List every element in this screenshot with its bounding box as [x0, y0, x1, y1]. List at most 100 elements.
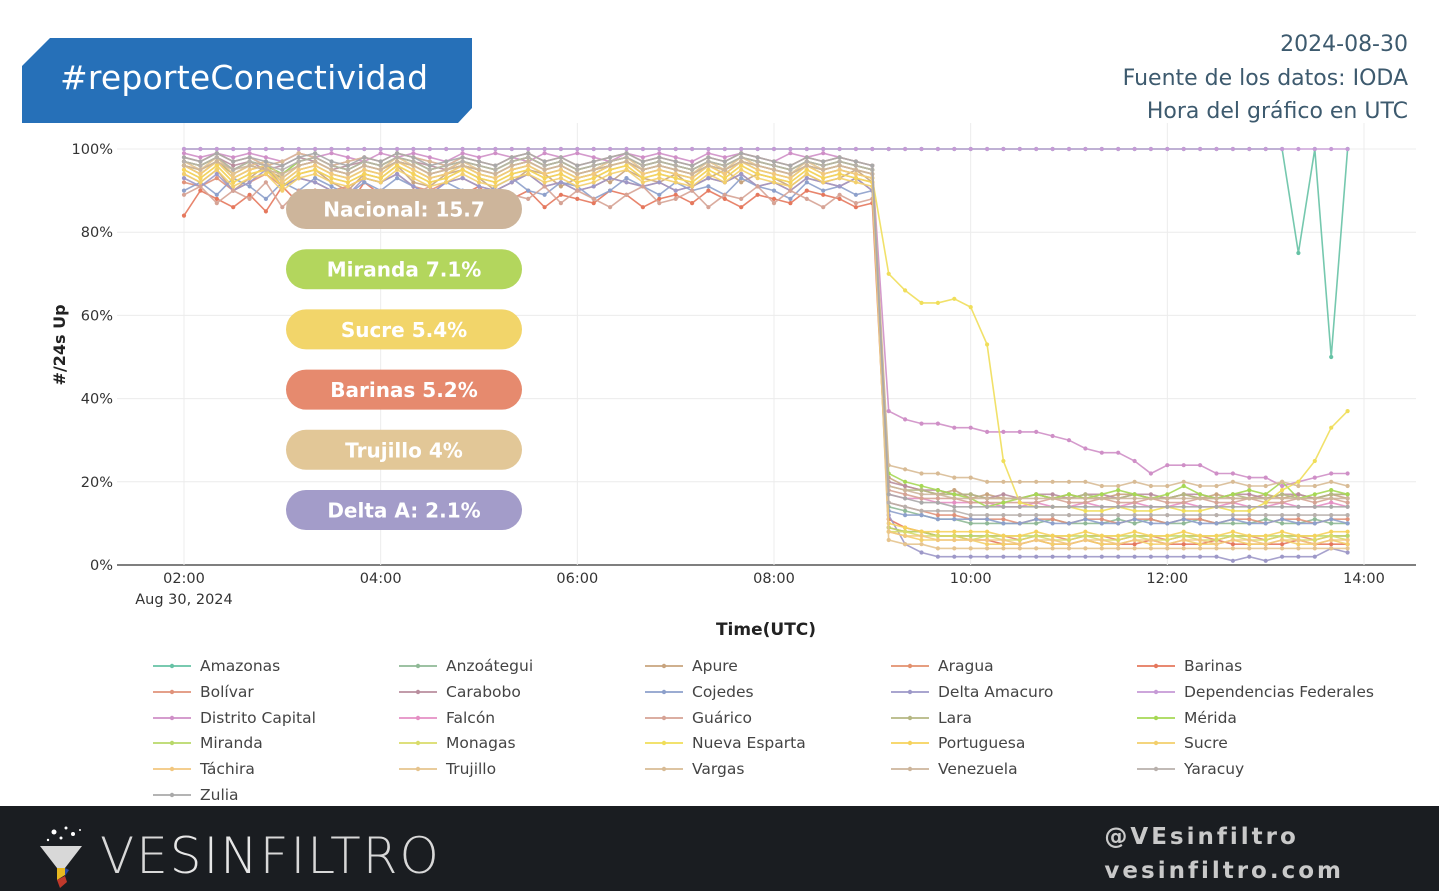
data-point [870, 146, 875, 152]
data-point [640, 159, 646, 164]
data-point [640, 155, 646, 160]
legend-item[interactable]: Amazonas [152, 654, 280, 678]
data-point [1296, 542, 1301, 547]
legend-item[interactable]: Apure [644, 654, 738, 678]
data-point [771, 201, 777, 206]
data-point [985, 521, 990, 526]
data-point [1230, 492, 1235, 497]
data-point [214, 159, 219, 164]
legend-item[interactable]: Trujillo [398, 757, 496, 781]
legend-item[interactable]: Sucre [1136, 731, 1228, 755]
legend-item[interactable]: Nueva Esparta [644, 731, 806, 755]
data-point [1132, 521, 1137, 526]
data-point [1181, 529, 1186, 534]
data-point [1280, 492, 1285, 497]
data-point [231, 171, 236, 177]
data-point [673, 167, 678, 172]
data-point [329, 163, 334, 168]
legend-item[interactable]: Lara [890, 706, 972, 730]
legend-item[interactable]: Venezuela [890, 757, 1018, 781]
data-point [1230, 504, 1235, 509]
data-point [1050, 146, 1055, 152]
data-point [788, 201, 793, 206]
data-point [378, 159, 383, 164]
data-point [460, 159, 465, 164]
data-point [1329, 500, 1334, 505]
legend-swatch-icon [399, 689, 437, 694]
legend-item[interactable]: Portuguesa [890, 731, 1025, 755]
data-point [985, 546, 990, 551]
data-point [1329, 146, 1334, 152]
data-point [1312, 517, 1317, 522]
data-point [1280, 529, 1285, 534]
legend-item[interactable]: Guárico [644, 706, 752, 730]
data-point [1116, 504, 1121, 509]
legend-item[interactable]: Yaracuy [1136, 757, 1244, 781]
data-point [1247, 475, 1252, 480]
data-point [1214, 537, 1219, 543]
data-point [903, 417, 908, 422]
legend-item[interactable]: Anzoátegui [398, 654, 533, 678]
data-point [1198, 492, 1203, 497]
data-point [476, 171, 482, 177]
data-point [1116, 500, 1121, 505]
data-point [706, 184, 711, 189]
data-point [214, 167, 219, 172]
data-point [952, 533, 957, 539]
data-point [460, 167, 465, 172]
data-point [739, 159, 744, 164]
legend-item[interactable]: Táchira [152, 757, 255, 781]
data-point [624, 155, 629, 160]
legend-item[interactable]: Falcón [398, 706, 495, 730]
data-point [1132, 458, 1137, 464]
legend-item[interactable]: Monagas [398, 731, 516, 755]
legend-label: Portuguesa [938, 734, 1026, 753]
data-point [1312, 504, 1317, 509]
data-point [968, 475, 973, 480]
data-point [985, 554, 990, 559]
data-point [1017, 496, 1022, 501]
data-point [411, 176, 416, 181]
data-point [395, 146, 400, 152]
data-point [788, 171, 793, 177]
data-point [329, 159, 334, 164]
legend-item[interactable]: Zulia [152, 783, 239, 807]
data-point [1066, 500, 1072, 505]
legend-item[interactable]: Dependencias Federales [1136, 680, 1374, 704]
legend-item[interactable]: Cojedes [644, 680, 754, 704]
website-link[interactable]: vesinfiltro.com [1104, 858, 1344, 884]
data-point [1247, 492, 1252, 497]
data-point [903, 542, 908, 547]
data-point [411, 180, 416, 185]
legend-item[interactable]: Aragua [890, 654, 994, 678]
legend-item[interactable]: Delta Amacuro [890, 680, 1053, 704]
data-point [968, 305, 973, 310]
data-point [1296, 250, 1301, 256]
data-point [378, 151, 383, 156]
data-point [1034, 529, 1039, 534]
series-line [183, 160, 1348, 500]
footer: VESINFILTRO @VEsinfiltro vesinfiltro.com [0, 806, 1439, 891]
legend-item[interactable]: Mérida [1136, 706, 1237, 730]
x-tick-label: 04:00 [360, 571, 402, 587]
data-point [837, 163, 842, 168]
social-handle[interactable]: @VEsinfiltro [1104, 824, 1299, 850]
data-point [558, 180, 564, 185]
x-tick-label: 12:00 [1146, 571, 1188, 587]
legend-item[interactable]: Carabobo [398, 680, 521, 704]
data-point [1132, 508, 1137, 513]
data-point [1099, 554, 1104, 559]
legend-item[interactable]: Barinas [1136, 654, 1242, 678]
data-point [1312, 496, 1317, 501]
data-point [1050, 496, 1055, 501]
legend-item[interactable]: Distrito Capital [152, 706, 316, 730]
legend-item[interactable]: Bolívar [152, 680, 254, 704]
data-point [624, 176, 629, 181]
legend-item[interactable]: Vargas [644, 757, 744, 781]
data-point [444, 167, 449, 172]
data-point [231, 155, 236, 160]
data-point [1165, 492, 1170, 497]
data-point [1132, 504, 1137, 509]
legend-swatch-icon [645, 715, 683, 720]
legend-item[interactable]: Miranda [152, 731, 263, 755]
